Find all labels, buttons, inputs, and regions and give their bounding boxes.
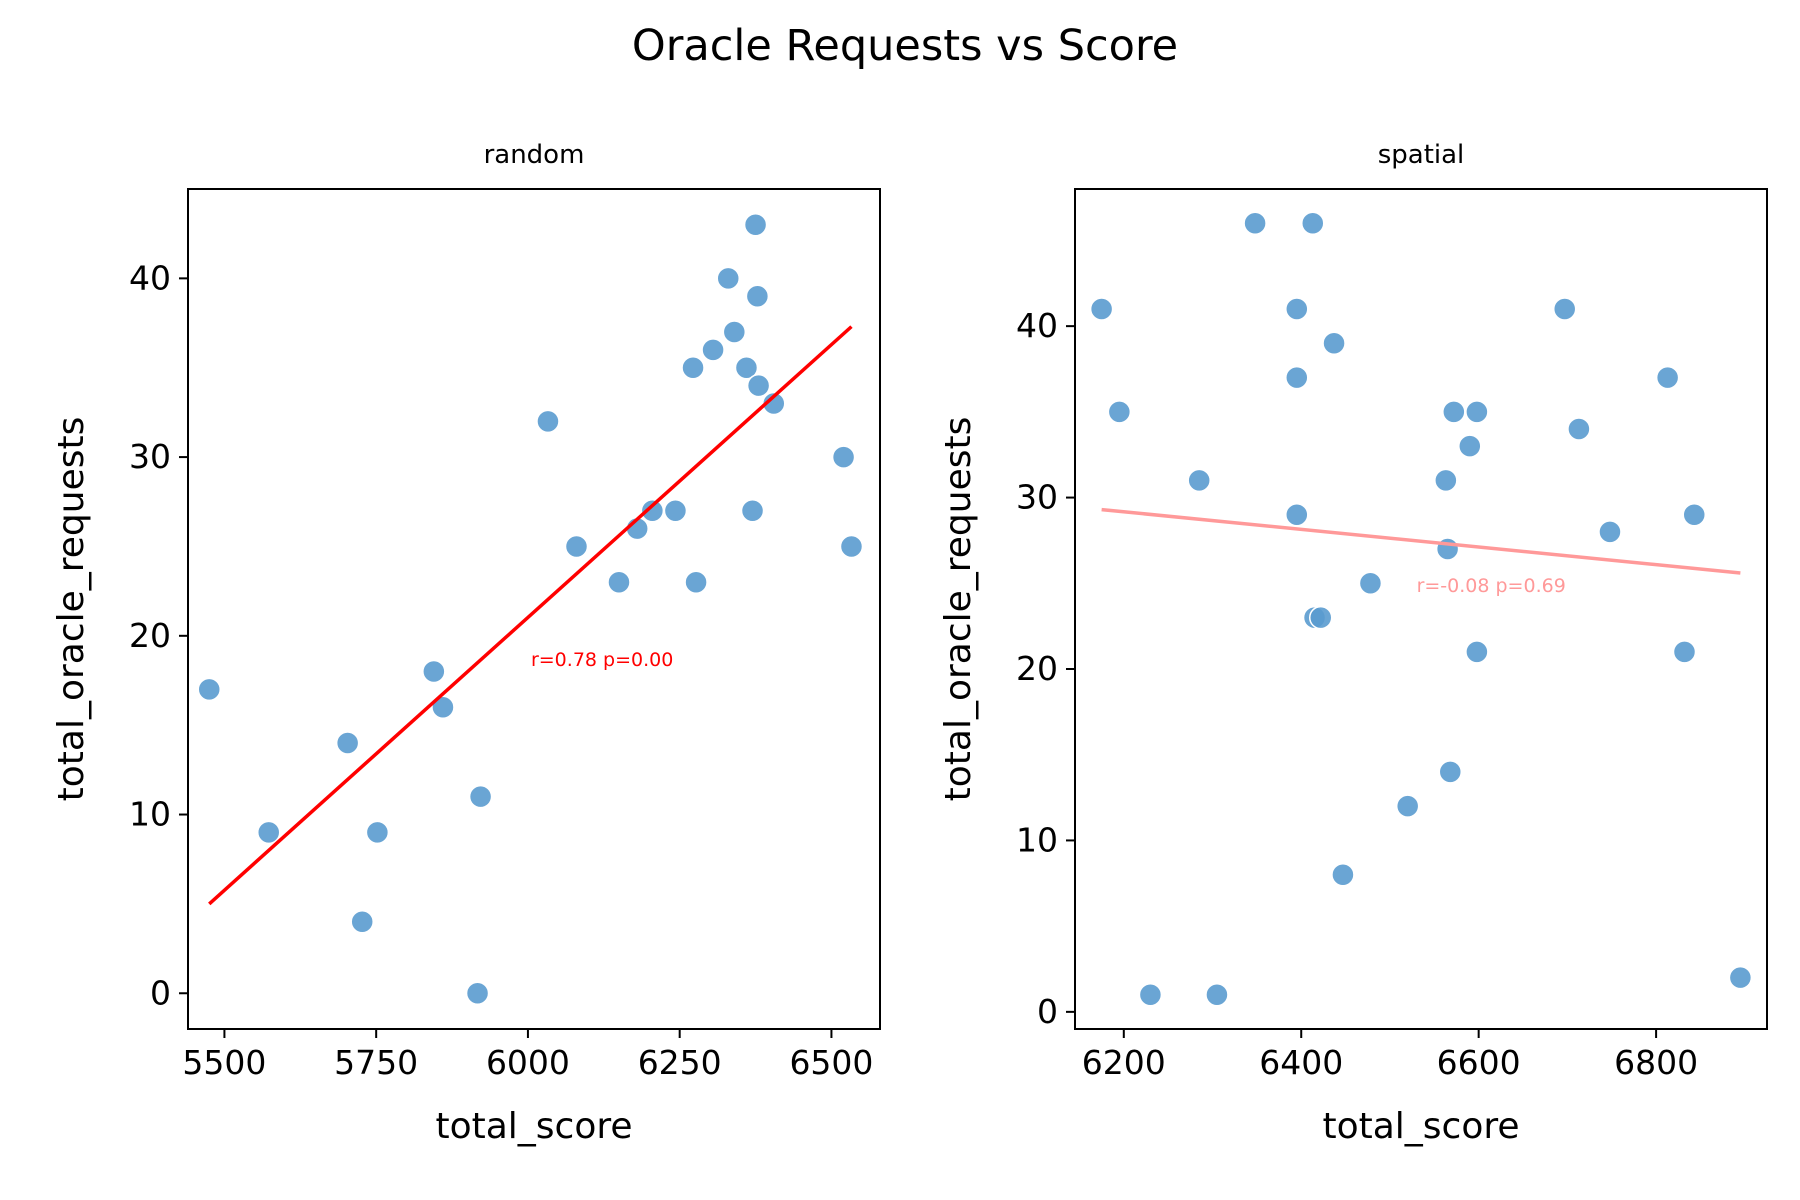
data-point: [762, 391, 786, 416]
y-tick-label: 40: [129, 258, 171, 297]
subplot-spatial: spatial 6200 6400 6600 6800 0 10 20 30 40 total_sc…: [938, 140, 1768, 1147]
x-tick-label: 6250: [638, 1043, 722, 1082]
data-point: [1552, 297, 1577, 321]
data-point: [1672, 640, 1697, 664]
data-point: [1682, 502, 1707, 527]
data-point: [1322, 331, 1346, 356]
data-point: [564, 534, 589, 559]
data-point: [684, 570, 708, 594]
y-axis-label: total_oracle_requests: [938, 417, 979, 802]
data-point: [1465, 400, 1489, 424]
data-point: [365, 820, 390, 845]
correlation-annotation: r=-0.08 p=0.69: [1417, 575, 1566, 597]
data-point: [701, 338, 725, 362]
data-point: [1243, 211, 1267, 236]
data-point: [1285, 502, 1309, 527]
data-point: [746, 373, 771, 398]
data-point: [536, 409, 560, 434]
data-point: [1331, 862, 1355, 887]
data-point: [1598, 520, 1622, 544]
data-point: [422, 659, 446, 684]
data-point: [431, 695, 455, 720]
y-tick-label: 30: [1016, 478, 1058, 517]
x-tick-label: 6200: [1082, 1043, 1166, 1082]
data-point: [1655, 365, 1680, 390]
x-axis-label: total_score: [435, 1106, 632, 1147]
data-point: [1285, 297, 1309, 321]
data-point: [745, 284, 770, 308]
data-point: [1107, 400, 1132, 424]
figure-title: Oracle Requests vs Score: [632, 21, 1178, 71]
x-axis-label: total_score: [1322, 1106, 1519, 1147]
data-point: [1442, 400, 1466, 424]
data-point: [335, 731, 360, 755]
y-axis-label: total_oracle_requests: [51, 417, 92, 802]
y-tick-label: 10: [1016, 820, 1058, 859]
data-point: [663, 498, 688, 523]
data-point: [681, 355, 705, 380]
data-point: [1285, 365, 1309, 390]
y-tick-label: 0: [1037, 992, 1058, 1031]
trend-line: [1101, 507, 1741, 575]
data-point: [1567, 417, 1591, 441]
x-tick-label: 6800: [1614, 1043, 1698, 1082]
data-point: [468, 784, 493, 809]
data-point: [350, 910, 374, 934]
data-point: [1395, 794, 1420, 818]
data-point: [1435, 537, 1460, 561]
x-tick-label: 5500: [182, 1043, 266, 1082]
data-point: [740, 498, 765, 523]
data-point: [1434, 468, 1458, 493]
data-point: [734, 355, 759, 380]
y-tick-label: 10: [129, 795, 171, 834]
x-tick-label: 6600: [1437, 1043, 1521, 1082]
data-point: [831, 445, 856, 469]
y-tick-label: 30: [129, 437, 171, 476]
data-point: [1465, 640, 1489, 664]
data-point: [1138, 982, 1163, 1007]
x-tick-label: 6400: [1259, 1043, 1343, 1082]
data-point: [1728, 965, 1753, 990]
x-tick-label: 6500: [789, 1043, 873, 1082]
data-point: [465, 981, 490, 1006]
y-tick-label: 0: [150, 973, 171, 1012]
data-point: [1187, 468, 1211, 493]
data-point: [1438, 760, 1463, 784]
data-point: [1308, 605, 1333, 630]
plot-frame: [1074, 188, 1768, 1030]
data-point: [743, 212, 768, 237]
data-point: [607, 570, 631, 594]
y-tick-label: 20: [1016, 649, 1058, 688]
data-point: [1301, 211, 1325, 236]
y-tick-label: 40: [1016, 306, 1058, 345]
y-tick-label: 20: [129, 616, 171, 655]
data-point: [1358, 571, 1383, 596]
data-point: [1458, 434, 1482, 458]
data-point: [197, 677, 221, 702]
plot-frame: [187, 188, 881, 1030]
x-tick-label: 6000: [486, 1043, 570, 1082]
data-point: [716, 266, 740, 291]
data-point: [640, 498, 665, 523]
subplot-title: random: [484, 140, 585, 170]
subplot-title: spatial: [1378, 140, 1465, 170]
data-point: [1205, 982, 1229, 1007]
x-tick-label: 5750: [334, 1043, 418, 1082]
correlation-annotation: r=0.78 p=0.00: [531, 649, 673, 671]
data-point: [839, 534, 864, 559]
data-point: [722, 320, 747, 344]
trend-line: [208, 325, 853, 906]
subplot-random: random 5500 5750 6000 6250 6500 0 10 20 30 40 total…: [51, 140, 881, 1147]
data-point: [1089, 297, 1114, 321]
data-point: [256, 820, 281, 845]
